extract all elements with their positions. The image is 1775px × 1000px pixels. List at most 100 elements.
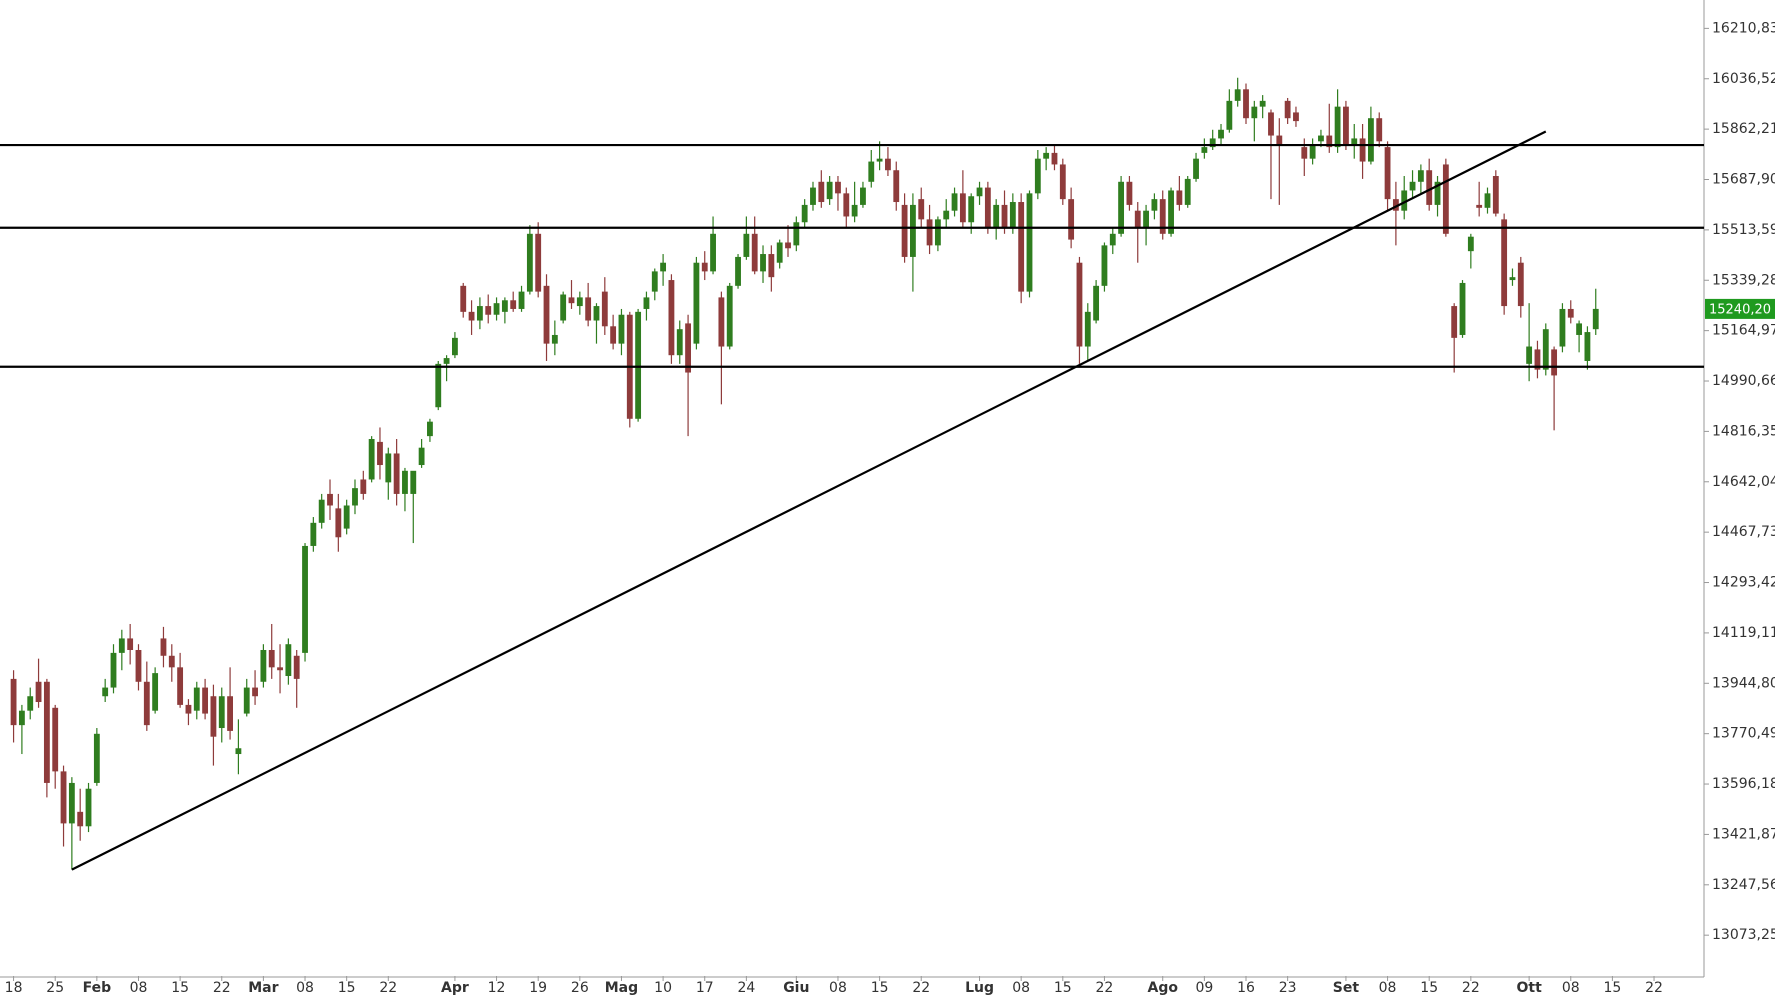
- candle-body: [701, 262, 708, 272]
- candle-body: [1451, 306, 1458, 338]
- candle-body: [402, 470, 408, 494]
- candle-body: [1526, 346, 1533, 364]
- candle-body: [1284, 100, 1291, 119]
- candle-body: [868, 161, 875, 182]
- candle-body: [435, 363, 442, 408]
- x-tick-label: 08: [1379, 980, 1397, 996]
- candle-body: [1567, 308, 1574, 318]
- candle-body: [1001, 204, 1008, 229]
- candle-body: [352, 488, 358, 506]
- candle-body: [768, 254, 775, 278]
- candle-body: [1559, 308, 1566, 347]
- candle-body: [193, 687, 200, 711]
- candle-body: [976, 187, 983, 197]
- candle-body: [1351, 138, 1358, 145]
- candle-body: [218, 696, 225, 729]
- candle-body: [60, 771, 67, 824]
- y-tick-label: 13247,56: [1712, 877, 1775, 893]
- candle-body: [668, 280, 675, 356]
- candle-body: [343, 505, 350, 529]
- candle-body: [1009, 202, 1016, 229]
- candle-body: [1417, 170, 1424, 182]
- candle-body: [560, 294, 567, 321]
- candle-body: [535, 233, 542, 292]
- candle-body: [660, 262, 667, 272]
- candle-body: [601, 291, 608, 327]
- candle-body: [85, 788, 92, 827]
- candle-body: [551, 334, 558, 344]
- candle-body: [710, 233, 716, 272]
- candle-body: [118, 638, 125, 653]
- candle-body: [318, 499, 325, 523]
- candle-body: [943, 210, 950, 220]
- y-tick-label: 16210,83: [1712, 20, 1775, 36]
- candle-body: [510, 300, 517, 309]
- candle-body: [1251, 106, 1258, 119]
- last-price-tag: [1705, 298, 1775, 319]
- x-tick-label: Ott: [1516, 980, 1542, 996]
- candle-body: [793, 222, 800, 246]
- candle-body: [1384, 147, 1391, 200]
- candle-body: [1051, 152, 1058, 165]
- candle-body: [1401, 190, 1408, 211]
- candle-body: [35, 681, 42, 703]
- candle-body: [651, 271, 658, 292]
- candle-body: [135, 649, 142, 682]
- candle-body: [393, 453, 400, 494]
- y-tick-label: 13073,25: [1712, 927, 1775, 943]
- candle-body: [984, 187, 991, 229]
- candle-body: [77, 811, 84, 827]
- candle-body: [934, 219, 941, 246]
- candle-body: [1301, 147, 1308, 159]
- candle-body: [52, 707, 59, 772]
- candle-body: [227, 696, 233, 731]
- candle-body: [835, 181, 841, 194]
- candle-body: [810, 187, 816, 205]
- candle-body: [18, 710, 25, 726]
- candle-body: [1376, 118, 1383, 142]
- candle-body: [1442, 164, 1449, 234]
- candle-body: [93, 733, 100, 783]
- candle-body: [851, 204, 858, 217]
- candle-body: [1367, 118, 1374, 162]
- candle-body: [1501, 219, 1508, 307]
- candle-body: [410, 470, 417, 494]
- candle-body: [1176, 190, 1183, 205]
- x-tick-label: 15: [171, 980, 189, 996]
- candle-body: [202, 687, 209, 714]
- candle-body: [576, 297, 583, 307]
- candle-body: [1026, 193, 1033, 292]
- candle-body: [252, 687, 258, 697]
- candle-body: [1276, 135, 1283, 145]
- candle-body: [959, 193, 966, 223]
- y-tick-label: 14642,04: [1712, 474, 1775, 490]
- x-tick-label: 08: [1562, 980, 1580, 996]
- x-tick-label: Giu: [783, 980, 809, 996]
- candle-body: [277, 667, 283, 671]
- candle-body: [1118, 181, 1125, 234]
- candle-body: [10, 678, 17, 726]
- candle-body: [310, 522, 317, 546]
- x-tick-label: 17: [696, 980, 714, 996]
- candle-body: [876, 158, 883, 162]
- candle-body: [1534, 349, 1541, 370]
- candle-body: [460, 285, 467, 312]
- candle-body: [152, 673, 159, 711]
- candle-body: [110, 652, 117, 688]
- x-tick-label: Set: [1333, 980, 1360, 996]
- candle-body: [1034, 158, 1041, 194]
- candle-body: [160, 638, 167, 656]
- candle-body: [235, 748, 242, 755]
- candle-body: [1551, 349, 1558, 376]
- candle-body: [1018, 202, 1025, 292]
- candle-body: [1209, 138, 1216, 148]
- candle-body: [643, 297, 650, 309]
- candle-body: [1218, 129, 1224, 139]
- candle-body: [893, 170, 900, 203]
- candle-body: [718, 297, 725, 347]
- candle-body: [1409, 181, 1416, 191]
- candle-body: [27, 696, 34, 711]
- x-tick-label: Mar: [248, 980, 278, 996]
- candle-body: [260, 649, 267, 682]
- y-tick-label: 14467,73: [1712, 524, 1775, 540]
